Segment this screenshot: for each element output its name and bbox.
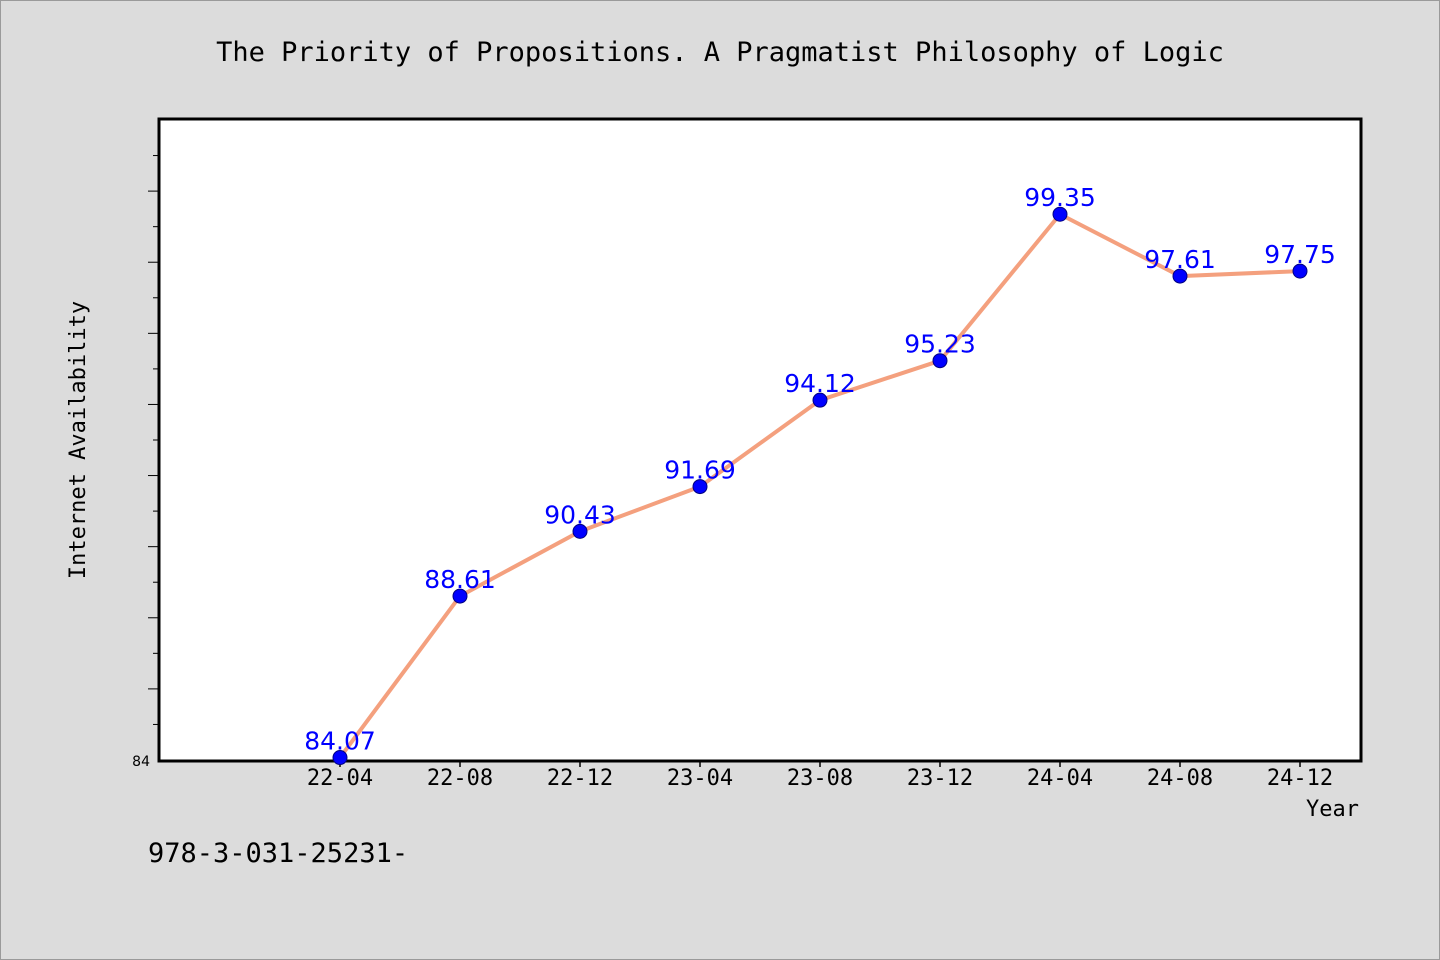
x-tick-label: 23-04 (667, 766, 733, 791)
plot-area (157, 117, 1363, 763)
chart-title: The Priority of Propositions. A Pragmati… (216, 37, 1224, 68)
data-point (1172, 268, 1188, 284)
data-label: 99.35 (1024, 183, 1096, 212)
data-label: 97.61 (1144, 245, 1216, 274)
x-axis-ticks: 22-04 22-08 22-12 23-04 23-08 23-12 24-04 24-08… (307, 760, 1333, 791)
x-tick-label: 23-12 (907, 766, 973, 791)
data-label: 84.07 (304, 727, 376, 756)
x-tick-label: 23-08 (787, 766, 853, 791)
data-point (572, 523, 588, 539)
x-tick-label: 24-04 (1027, 766, 1093, 791)
x-tick-label: 22-04 (307, 766, 373, 791)
data-point (332, 750, 348, 766)
footer-code: 978-3-031-25231- (148, 838, 408, 869)
data-label: 90.43 (544, 500, 616, 529)
data-point (812, 392, 828, 408)
x-tick-label: 22-12 (547, 766, 613, 791)
x-tick-label: 22-08 (427, 766, 493, 791)
x-tick-label: 24-08 (1147, 766, 1213, 791)
x-axis-label: Year (1306, 797, 1359, 822)
data-label: 91.69 (664, 456, 736, 485)
data-point (1292, 263, 1308, 279)
data-point (1052, 206, 1068, 222)
data-label: 97.75 (1264, 240, 1336, 269)
series-group: 84.07 88.61 90.43 91.69 94.12 95.23 99.35 97.61… (304, 183, 1336, 766)
y-axis-ticks (148, 155, 160, 725)
data-point (932, 353, 948, 369)
y-tick-label-min: 84 (132, 754, 150, 770)
y-axis-label: Internet Availability (66, 301, 91, 579)
data-label: 88.61 (424, 565, 496, 594)
data-point (452, 588, 468, 604)
x-tick-label: 24-12 (1267, 766, 1333, 791)
data-point (692, 479, 708, 495)
data-label: 95.23 (904, 330, 976, 359)
data-label: 94.12 (784, 369, 856, 398)
